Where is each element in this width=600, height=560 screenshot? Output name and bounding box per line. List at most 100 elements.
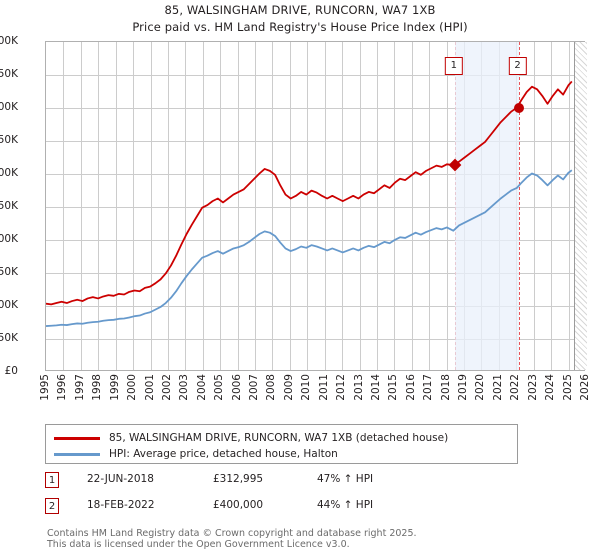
x-axis-tick-label: 2023 — [526, 374, 539, 401]
series-lines — [46, 80, 573, 327]
grid-line-horizontal — [46, 207, 584, 208]
transaction-price: £400,000 — [213, 499, 264, 511]
transaction-table: 1 22-JUN-2018 £312,995 47% ↑ HPI 2 18-FEB-202… — [45, 472, 515, 524]
grid-line-horizontal — [46, 240, 584, 241]
transaction-price: £312,995 — [213, 473, 264, 485]
y-axis-tick-label: £350K — [0, 134, 18, 146]
x-axis-tick-label: 2012 — [335, 374, 348, 401]
x-axis-tick-label: 2001 — [143, 374, 156, 401]
grid-line-vertical — [411, 42, 413, 370]
grid-line-vertical — [133, 42, 135, 370]
grid-line-vertical — [150, 42, 152, 370]
legend-swatch-property — [54, 436, 100, 440]
x-axis-tick-label: 2009 — [282, 374, 295, 401]
x-axis-tick-label: 2020 — [474, 374, 487, 401]
x-axis-tick-label: 2015 — [387, 374, 400, 401]
grid-line-vertical — [429, 42, 431, 370]
x-axis-tick-label: 2007 — [248, 374, 261, 401]
grid-line-horizontal — [46, 306, 584, 307]
grid-line-vertical — [220, 42, 222, 370]
grid-line-vertical — [63, 42, 65, 370]
grid-line-vertical — [255, 42, 257, 370]
y-axis-tick-label: £200K — [0, 233, 18, 245]
x-axis-tick-label: 2022 — [509, 374, 522, 401]
x-axis-tick-label: 2021 — [491, 374, 504, 401]
legend-label-hpi: HPI: Average price, detached house, Halt… — [109, 448, 338, 460]
grid-line-vertical — [167, 42, 169, 370]
event-vertical-line — [518, 42, 520, 370]
grid-line-vertical — [394, 42, 396, 370]
x-axis-tick-label: 2026 — [579, 374, 591, 401]
event-flag-1[interactable]: 1 — [444, 57, 464, 75]
grid-line-vertical — [289, 42, 291, 370]
grid-line-vertical — [376, 42, 378, 370]
grid-line-vertical — [185, 42, 187, 370]
x-axis-tick-label: 2006 — [230, 374, 243, 401]
grid-line-vertical — [307, 42, 309, 370]
legend-item: 85, WALSINGHAM DRIVE, RUNCORN, WA7 1XB (… — [54, 430, 517, 446]
grid-line-vertical — [533, 42, 535, 370]
grid-line-vertical — [359, 42, 361, 370]
x-axis-tick-label: 2005 — [213, 374, 226, 401]
grid-line-horizontal — [46, 108, 584, 109]
footer-line-1: Contains HM Land Registry data © Crown c… — [47, 528, 417, 539]
grid-line-vertical — [237, 42, 239, 370]
y-axis-tick-label: £50K — [0, 332, 18, 344]
table-row[interactable]: 1 22-JUN-2018 £312,995 47% ↑ HPI — [45, 472, 515, 498]
grid-line-vertical — [446, 42, 448, 370]
legend-item: HPI: Average price, detached house, Halt… — [54, 446, 517, 462]
grid-line-horizontal — [46, 75, 584, 76]
legend-swatch-hpi — [54, 452, 100, 456]
series-line — [46, 169, 573, 327]
y-axis-tick-label: £400K — [0, 101, 18, 113]
page-subtitle: Price paid vs. HM Land Registry's House … — [132, 20, 468, 34]
x-axis-tick-label: 2016 — [404, 374, 417, 401]
series-line — [46, 80, 573, 306]
grid-line-horizontal — [46, 174, 584, 175]
y-axis-tick-label: £300K — [0, 167, 18, 179]
x-axis-tick-label: 1997 — [73, 374, 86, 401]
y-axis-tick-label: £150K — [0, 266, 18, 278]
grid-line-vertical — [324, 42, 326, 370]
grid-line-vertical — [551, 42, 553, 370]
grid-line-vertical — [202, 42, 204, 370]
y-axis-tick-label: £250K — [0, 200, 18, 212]
x-axis-tick-label: 2025 — [561, 374, 574, 401]
grid-line-vertical — [342, 42, 344, 370]
y-axis-tick-label: £500K — [0, 35, 18, 47]
table-row[interactable]: 2 18-FEB-2022 £400,000 44% ↑ HPI — [45, 498, 515, 524]
x-axis-tick-label: 2002 — [160, 374, 173, 401]
x-axis-tick-label: 2010 — [300, 374, 313, 401]
y-axis-tick-label: £100K — [0, 299, 18, 311]
x-axis-tick-label: 2013 — [352, 374, 365, 401]
transaction-date: 22-JUN-2018 — [87, 473, 154, 485]
price-paid-marker-2[interactable] — [513, 103, 524, 113]
chart-legend: 85, WALSINGHAM DRIVE, RUNCORN, WA7 1XB (… — [45, 424, 518, 464]
grid-line-vertical — [80, 42, 82, 370]
transaction-index: 2 — [45, 498, 59, 514]
grid-line-vertical — [98, 42, 100, 370]
transaction-hpi-delta: 47% ↑ HPI — [317, 473, 374, 485]
x-axis-tick-label: 2018 — [439, 374, 452, 401]
x-axis-tick-label: 1995 — [39, 374, 51, 401]
x-axis-tick-label: 2008 — [265, 374, 278, 401]
x-axis-tick-label: 2011 — [317, 374, 330, 401]
grid-line-horizontal — [46, 339, 584, 340]
footer-attribution: Contains HM Land Registry data © Crown c… — [47, 528, 567, 550]
transaction-date: 18-FEB-2022 — [87, 499, 155, 511]
page-title: 85, WALSINGHAM DRIVE, RUNCORN, WA7 1XB — [164, 3, 436, 17]
x-axis-tick-label: 2014 — [369, 374, 382, 401]
footer-line-2: This data is licensed under the Open Gov… — [47, 539, 350, 550]
x-axis-tick-label: 1996 — [56, 374, 69, 401]
transaction-index: 1 — [45, 472, 59, 488]
event-flag-2[interactable]: 2 — [508, 57, 527, 75]
transaction-hpi-delta: 44% ↑ HPI — [317, 499, 374, 511]
chart-plot-area — [45, 41, 587, 371]
x-axis-tick-label: 2024 — [544, 374, 557, 401]
no-data-hatch-region — [573, 42, 587, 370]
grid-line-horizontal — [46, 141, 584, 142]
y-axis-tick-label: £0 — [4, 365, 18, 377]
legend-label-property: 85, WALSINGHAM DRIVE, RUNCORN, WA7 1XB (… — [109, 432, 449, 444]
x-axis-tick-label: 1999 — [108, 374, 121, 401]
